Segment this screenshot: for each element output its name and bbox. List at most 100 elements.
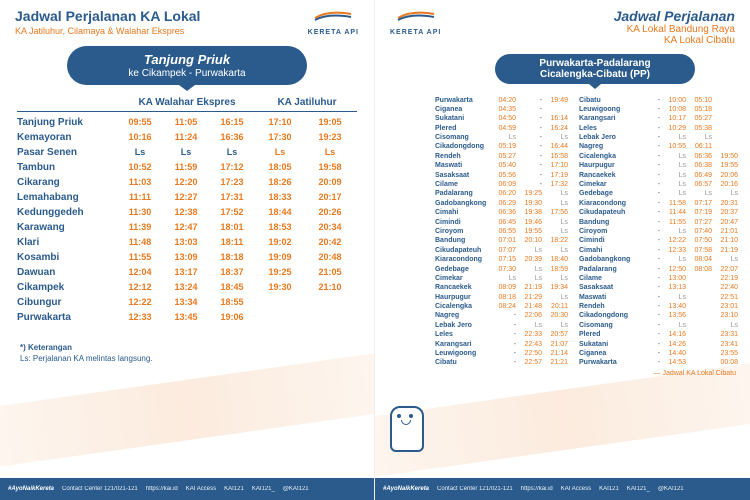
time-cell: 06:49 — [689, 172, 715, 180]
time-cell: Ls — [305, 147, 355, 158]
table-row: Cikudapateuh-11:4407:1920:37 — [579, 209, 741, 218]
time-cell: 13:00 — [663, 275, 689, 283]
table-row: Kosambi11:5513:0918:1819:0920:48 — [17, 250, 357, 265]
time-cell: 08:24 — [493, 303, 519, 311]
table-row: Tanjung Priuk09:5511:0516:1517:1019:05 — [17, 115, 357, 130]
time-cell: 22:43 — [519, 341, 545, 349]
time-cell: 14:40 — [663, 350, 689, 358]
table-row: CisomangLs-Ls — [435, 134, 571, 143]
table-row: Leles-22:3320:57 — [435, 331, 571, 340]
time-cell: 18:18 — [209, 252, 255, 263]
time-cell: 20:48 — [305, 252, 355, 263]
logo-text: KERETA API — [308, 29, 359, 36]
station-name: Kiaracondong — [435, 256, 493, 264]
footer-item: KAI121 — [599, 486, 619, 492]
route-sub: ke Cikampek - Purwakarta — [87, 68, 287, 79]
time-cell: 21:29 — [519, 294, 545, 302]
station-name: Plered — [435, 125, 493, 133]
table-row: Haurpugur-Ls06:3819:55 — [579, 162, 741, 171]
time-cell: - — [637, 143, 663, 151]
time-cell: 22:33 — [519, 331, 545, 339]
table-row: Cikadongdong05:19-16:44 — [435, 143, 571, 152]
time-cell: Ls — [663, 228, 689, 236]
time-cell: 16:44 — [545, 143, 571, 151]
time-cell: Ls — [493, 134, 519, 142]
table-row: Cibatu-10:0005:10 — [579, 96, 741, 105]
time-cell: 12:04 — [117, 267, 163, 278]
time-cell: 10:29 — [663, 125, 689, 133]
station-name: Cikudapateuh — [579, 209, 637, 217]
hashtag: #AyoNaikKereta — [8, 486, 54, 492]
station-name: Lemahabang — [17, 192, 117, 203]
table-row: Sasaksaat05:56-17:19 — [435, 171, 571, 180]
time-cell: 19:50 — [715, 153, 741, 161]
footer-item: KAI Access — [186, 486, 216, 492]
footer-item: Contact Center 121/021-121 — [62, 486, 138, 492]
time-cell: - — [637, 115, 663, 123]
station-name: Rancaekek — [435, 284, 493, 292]
time-cell: 19:55 — [519, 228, 545, 236]
footer-item: @KAI121 — [658, 486, 684, 492]
station-name: Gedebage — [435, 266, 493, 274]
time-cell: 08:18 — [493, 294, 519, 302]
note-title: *) Keterangan — [20, 343, 374, 352]
time-cell: - — [519, 153, 545, 161]
time-cell: Ls — [545, 275, 571, 283]
table-row: Gadobangkong06:2919:30Ls — [435, 199, 571, 208]
time-cell: 19:46 — [519, 219, 545, 227]
time-cell: - — [637, 219, 663, 227]
route-line1: Purwakarta-Padalarang — [511, 58, 679, 69]
footer-left: #AyoNaikKereta Contact Center 121/021-12… — [0, 478, 374, 500]
station-name: Karawang — [17, 222, 117, 233]
time-cell: 17:12 — [209, 162, 255, 173]
time-cell: 09:55 — [117, 117, 163, 128]
col-header-walahar: KA Walahar Ekspres — [117, 97, 257, 108]
time-cell: 05:10 — [689, 97, 715, 105]
time-cell: Ls — [715, 256, 741, 264]
station-name: Cilame — [579, 275, 637, 283]
time-cell: 23:55 — [715, 350, 741, 358]
time-cell: Ls — [663, 322, 689, 330]
time-cell: 21:14 — [545, 350, 571, 358]
time-cell: - — [637, 341, 663, 349]
station-name: Bandung — [579, 219, 637, 227]
station-name: Padalarang — [435, 190, 493, 198]
time-cell: 08:09 — [493, 284, 519, 292]
time-cell: Ls — [663, 294, 689, 302]
time-cell: 06:36 — [493, 209, 519, 217]
footer-right: #AyoNaikKereta Contact Center 121/021-12… — [375, 478, 750, 500]
time-cell: - — [637, 303, 663, 311]
time-cell: 17:52 — [209, 207, 255, 218]
time-cell: 23:41 — [715, 341, 741, 349]
time-cell: Ls — [689, 134, 715, 142]
left-schedule-panel: Jadwal Perjalanan KA Lokal KA Jatiluhur,… — [0, 0, 375, 500]
logo-swoosh-icon — [313, 8, 353, 22]
time-cell: 23:01 — [715, 303, 741, 311]
table-row: Cicalengka-Ls06:3619:50 — [579, 152, 741, 161]
station-name: Tanjung Priuk — [17, 117, 117, 128]
table-row: Karawang11:3912:4718:0118:5320:34 — [17, 220, 357, 235]
time-cell: 20:17 — [305, 192, 355, 203]
time-cell: 18:26 — [255, 177, 305, 188]
table-row: Cibatu-22:5721:21 — [435, 359, 571, 368]
time-cell: 17:19 — [545, 172, 571, 180]
time-cell: - — [493, 341, 519, 349]
time-cell: 16:14 — [545, 115, 571, 123]
station-name: Gadobangkong — [435, 200, 493, 208]
station-name: Ciroyom — [435, 228, 493, 236]
time-cell: - — [493, 331, 519, 339]
kereta-api-logo: KERETA API — [308, 8, 359, 36]
time-cell: 11:03 — [117, 177, 163, 188]
time-cell: 18:05 — [255, 162, 305, 173]
station-name: Sasaksaat — [579, 284, 637, 292]
time-cell: - — [637, 275, 663, 283]
time-cell: 19:58 — [305, 162, 355, 173]
time-cell: 20:57 — [545, 331, 571, 339]
time-cell: Ls — [163, 147, 209, 158]
time-cell: Ls — [545, 200, 571, 208]
time-cell — [255, 297, 305, 308]
station-name: Karangsari — [579, 115, 637, 123]
time-cell: 18:40 — [545, 256, 571, 264]
time-cell: 08:04 — [689, 256, 715, 264]
time-cell: 18:01 — [209, 222, 255, 233]
